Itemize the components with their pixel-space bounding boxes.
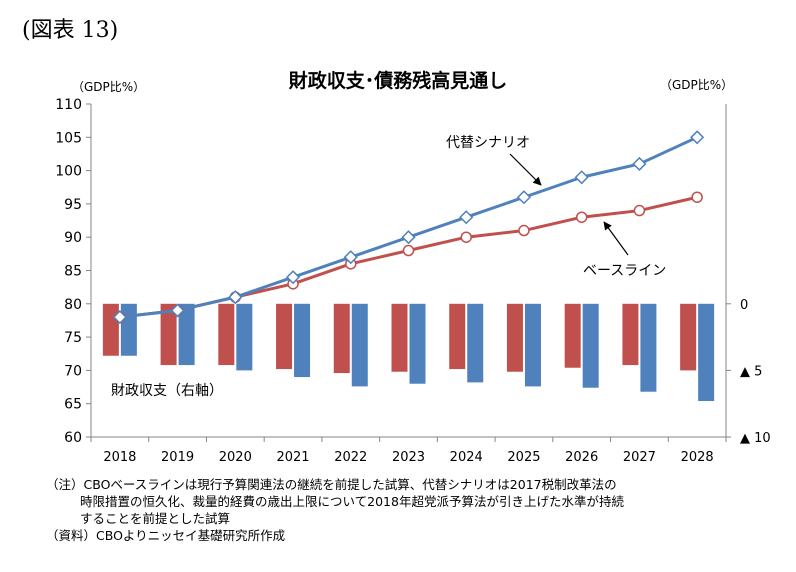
left-axis-unit: （GDP比%）: [72, 80, 146, 94]
data-point: [401, 230, 416, 245]
figure-label: (図表 13): [22, 18, 119, 43]
y-tick-label: 100: [55, 164, 82, 180]
bar: [467, 303, 484, 383]
note-line: することを前提とした試算: [80, 511, 231, 526]
bar: [391, 303, 408, 372]
series-line: [119, 195, 698, 319]
bar: [680, 303, 697, 371]
pointer-arrow: [509, 153, 542, 186]
data-point: [402, 244, 415, 257]
note-line: （注）CBOベースラインは現行予算関連法の継続を前提した試算、代替シナリオは20…: [46, 477, 617, 492]
x-tick-label: 2022: [334, 450, 367, 465]
chart-title: 財政収支･債務残高見通し: [288, 70, 508, 92]
y-tick-label: 65: [64, 397, 82, 413]
data-point: [459, 210, 474, 225]
x-tick-label: 2018: [103, 450, 136, 465]
data-point: [460, 231, 472, 243]
x-tick-label: 2027: [623, 450, 656, 465]
x-tick-label: 2023: [392, 450, 425, 465]
x-tick-label: 2024: [450, 450, 483, 465]
bar: [351, 303, 368, 387]
bar: [506, 303, 523, 372]
data-point: [633, 204, 646, 217]
y2-tick-label: ▲ 5: [740, 364, 762, 379]
data-point: [575, 211, 588, 223]
data-point: [691, 191, 703, 203]
bar: [409, 303, 426, 384]
bar: [698, 303, 715, 402]
y-tick-label: 80: [64, 297, 82, 313]
y-tick-label: 70: [64, 363, 82, 379]
bar: [582, 303, 599, 388]
data-point: [112, 310, 127, 325]
x-tick-label: 2020: [219, 450, 252, 465]
bar-layer: [102, 303, 715, 402]
data-point: [343, 250, 358, 265]
data-point: [228, 290, 243, 305]
bar: [564, 303, 581, 368]
data-point: [574, 170, 589, 185]
bar-axis-label: 財政収支（右軸）: [111, 383, 223, 399]
x-tick-label: 2021: [276, 450, 309, 465]
data-point: [170, 303, 185, 318]
pointer-arrow: [603, 221, 629, 256]
bar: [120, 303, 137, 356]
data-point: [690, 130, 705, 145]
series-label: ベースライン: [583, 263, 666, 279]
y-tick-label: 85: [64, 264, 82, 280]
bar: [449, 303, 466, 370]
bar: [622, 303, 639, 366]
data-point: [518, 224, 530, 237]
y-tick-label: 90: [64, 230, 82, 246]
note-line: 時限措置の恒久化、裁量的経費の歳出上限について2018年超党派予算法が引き上げた…: [80, 494, 624, 509]
y-tick-label: 105: [55, 130, 82, 146]
bar: [160, 303, 177, 366]
bar: [524, 303, 541, 387]
bar: [640, 303, 657, 392]
y-tick-label: 60: [64, 430, 82, 446]
line-layer: [112, 130, 705, 325]
bar: [178, 303, 195, 366]
y-tick-label: 110: [55, 97, 82, 113]
series-line: [119, 135, 698, 319]
right-axis-unit: （GDP比%）: [660, 78, 734, 92]
bar: [236, 303, 253, 371]
x-tick-label: 2026: [565, 450, 598, 465]
source-line: （資料）CBOよりニッセイ基礎研究所作成: [46, 528, 286, 543]
notes-block: （注）CBOベースラインは現行予算関連法の継続を前提した試算、代替シナリオは20…: [46, 476, 624, 544]
y-tick-label: 95: [64, 197, 82, 213]
x-tick-label: 2025: [507, 450, 540, 465]
y-tick-label: 75: [64, 330, 82, 346]
bar: [333, 303, 350, 374]
bar: [276, 303, 293, 370]
series-label: 代替シナリオ: [446, 135, 530, 151]
bar: [102, 303, 119, 356]
data-point: [285, 270, 301, 285]
axes-layer: 60 65 70 75 80 85 90 95 100 105 110 0 ▲ 5 ▲ 10 2018 201…: [55, 97, 770, 465]
bar: [294, 303, 311, 378]
bar: [218, 303, 235, 366]
data-point: [516, 190, 532, 205]
y2-tick-label: ▲ 10: [740, 431, 771, 446]
y2-tick-label: 0: [740, 298, 748, 313]
x-tick-label: 2028: [681, 450, 714, 465]
x-tick-label: 2019: [161, 450, 194, 465]
data-point: [632, 156, 647, 172]
